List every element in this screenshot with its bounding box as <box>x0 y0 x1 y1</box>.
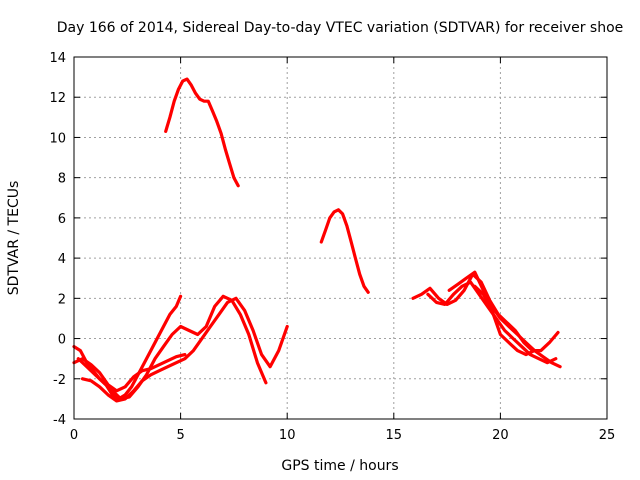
y-tick-label: 2 <box>58 292 66 307</box>
x-tick-label: 20 <box>492 428 509 443</box>
x-axis-label: GPS time / hours <box>281 458 398 474</box>
y-tick-label: -2 <box>53 373 66 388</box>
series-arc-mid-markers <box>320 209 369 293</box>
series-arc-low-d-markers <box>73 354 186 392</box>
y-axis-label: SDTVAR / TECUs <box>6 181 22 296</box>
y-tick-label: 12 <box>49 91 66 106</box>
series-arc-low-c-markers <box>82 297 288 402</box>
series-arc-low-d <box>72 353 187 393</box>
series-arc-late-d-markers <box>474 285 535 356</box>
series-arc-late-b-markers <box>427 281 557 364</box>
y-tick-label: 0 <box>58 333 66 348</box>
y-tick-label: 4 <box>58 252 66 267</box>
x-tick-label: 25 <box>599 428 616 443</box>
y-tick-label: -4 <box>53 413 66 428</box>
series-arc-late-a-markers <box>412 273 559 352</box>
series-arc-late-c <box>447 270 562 369</box>
series-arc-high-early-markers <box>165 78 239 186</box>
data-series <box>72 77 562 403</box>
series-arc-low-a-markers <box>73 296 182 400</box>
y-tick-label: 6 <box>58 212 66 227</box>
x-tick-label: 0 <box>70 428 78 443</box>
x-tick-label: 5 <box>176 428 184 443</box>
y-tick-label: 8 <box>58 172 66 187</box>
series-arc-low-b <box>76 294 268 401</box>
plot-frame <box>73 56 608 420</box>
y-tick-label: 14 <box>49 51 66 66</box>
grid-lines <box>74 57 607 419</box>
axis-ticks: 0 5 10 15 20 25 -4 -2 0 2 4 6 8 10 12 14 <box>49 51 615 443</box>
y-tick-label: 10 <box>49 131 66 146</box>
series-arc-late-a <box>411 272 560 353</box>
chart-title: Day 166 of 2014, Sidereal Day-to-day VTE… <box>57 20 624 36</box>
x-tick-label: 15 <box>386 428 403 443</box>
x-tick-label: 10 <box>279 428 296 443</box>
series-arc-low-c <box>80 296 289 403</box>
